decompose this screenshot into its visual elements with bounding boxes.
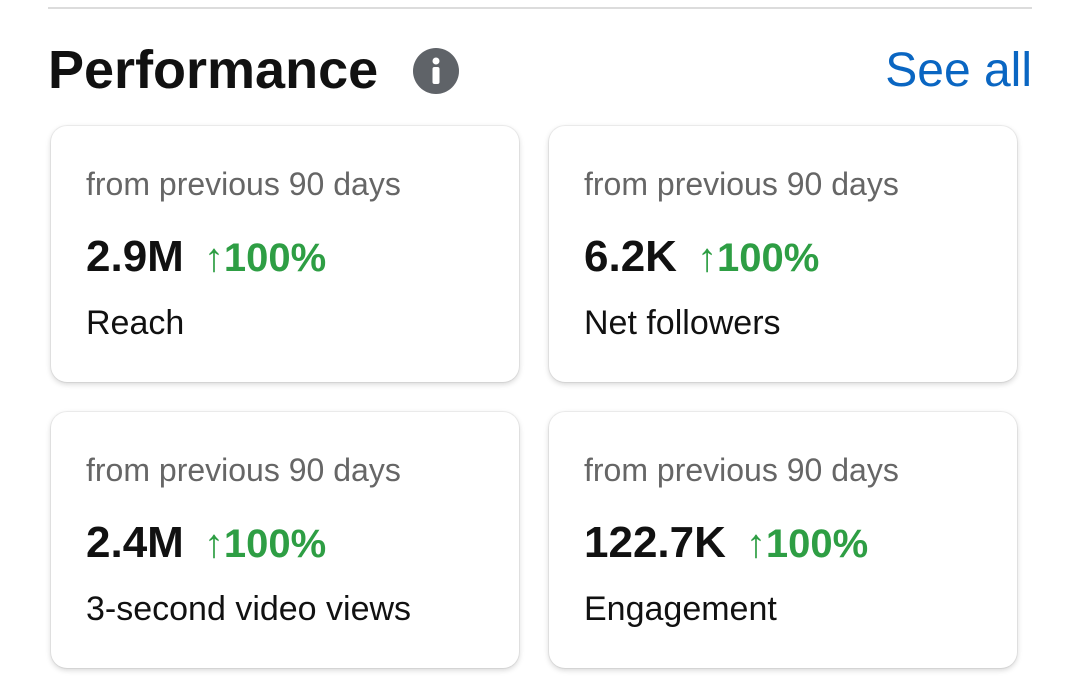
metric-label: Reach [86,304,185,342]
metric-change: ↑100% [745,522,869,566]
metric-change: ↑100% [203,522,327,566]
see-all-link[interactable]: See all [885,44,1032,97]
metric-change: ↑100% [203,236,327,280]
metric-card[interactable]: from previous 90 days 122.7K ↑100% Engageme… [549,412,1017,668]
info-icon[interactable] [413,48,459,94]
metric-value: 122.7K [584,518,726,567]
metric-card[interactable]: from previous 90 days 2.4M ↑100% 3-second v… [51,412,519,668]
metric-period: from previous 90 days [86,166,401,202]
metric-period: from previous 90 days [86,452,401,488]
metric-card[interactable]: from previous 90 days 2.9M ↑100% Reach [51,126,519,382]
metric-value: 2.9M [86,232,184,281]
metric-row: 6.2K ↑100% [584,232,819,282]
metric-row: 2.4M ↑100% [86,518,326,568]
metric-value: 2.4M [86,518,184,567]
metric-row: 122.7K ↑100% [584,518,868,568]
info-glyph [432,57,440,84]
metric-period: from previous 90 days [584,166,899,202]
metric-period: from previous 90 days [584,452,899,488]
metric-row: 2.9M ↑100% [86,232,326,282]
metric-label: Net followers [584,304,781,342]
section-title: Performance [48,40,379,100]
metric-label: Engagement [584,590,777,628]
metric-value: 6.2K [584,232,677,281]
metric-change: ↑100% [696,236,820,280]
divider [48,7,1032,9]
metric-label: 3-second video views [86,590,412,628]
metric-card[interactable]: from previous 90 days 6.2K ↑100% Net follow… [549,126,1017,382]
